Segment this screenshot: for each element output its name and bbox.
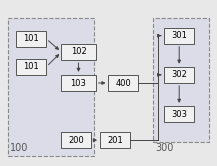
FancyBboxPatch shape	[8, 18, 94, 156]
Text: 100: 100	[10, 143, 28, 153]
FancyBboxPatch shape	[108, 75, 138, 91]
Text: 400: 400	[116, 79, 131, 87]
Text: 300: 300	[156, 143, 174, 153]
FancyBboxPatch shape	[164, 28, 194, 44]
FancyBboxPatch shape	[16, 31, 46, 47]
Text: 102: 102	[71, 47, 86, 56]
FancyBboxPatch shape	[61, 75, 96, 91]
FancyBboxPatch shape	[164, 67, 194, 83]
Text: 301: 301	[171, 31, 187, 40]
FancyBboxPatch shape	[100, 132, 130, 148]
FancyBboxPatch shape	[16, 59, 46, 75]
FancyBboxPatch shape	[61, 132, 91, 148]
FancyBboxPatch shape	[61, 44, 96, 60]
FancyBboxPatch shape	[153, 18, 209, 142]
Text: 303: 303	[171, 110, 187, 119]
Text: 201: 201	[107, 136, 123, 145]
Text: 302: 302	[171, 70, 187, 79]
Text: 101: 101	[23, 62, 39, 71]
FancyBboxPatch shape	[164, 106, 194, 122]
Text: 103: 103	[71, 79, 86, 87]
Text: 101: 101	[23, 34, 39, 43]
Text: 200: 200	[69, 136, 84, 145]
